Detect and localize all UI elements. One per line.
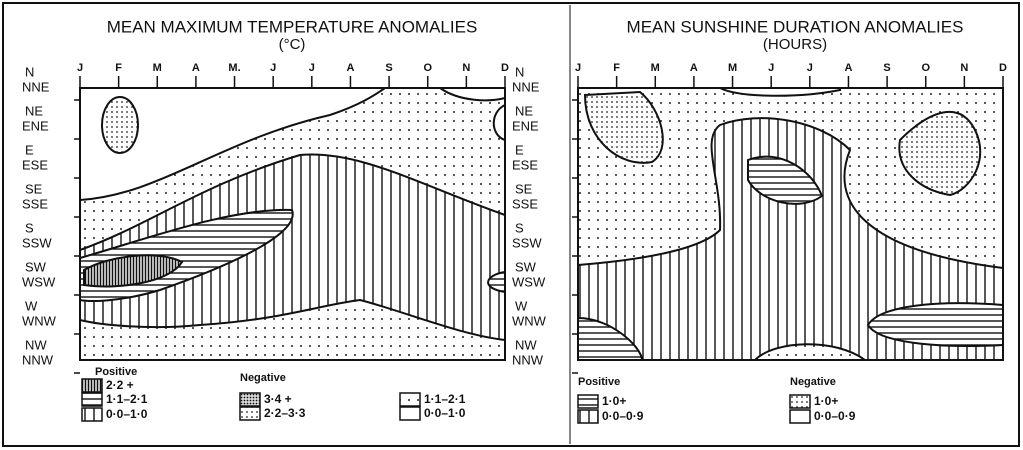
direction-label: SSW bbox=[22, 235, 52, 250]
legend-title: Positive bbox=[95, 366, 137, 378]
direction-label: ENE bbox=[512, 118, 539, 133]
month-label: J bbox=[77, 62, 83, 74]
sunshine-contours bbox=[577, 87, 1004, 361]
direction-label: E bbox=[25, 142, 34, 157]
month-label: A bbox=[690, 62, 698, 74]
legend-swatch bbox=[239, 406, 261, 421]
direction-label: N bbox=[25, 64, 34, 79]
month-label: M bbox=[651, 62, 660, 74]
legend-label: 1·0+ bbox=[602, 394, 626, 408]
month-label: D bbox=[999, 62, 1007, 74]
legend-label: 1·0+ bbox=[814, 394, 838, 408]
direction-label: SSE bbox=[22, 196, 48, 211]
panel-unit: (°C) bbox=[279, 36, 306, 53]
panel-title: MEAN SUNSHINE DURATION ANOMALIES bbox=[627, 17, 964, 36]
legend-swatch bbox=[789, 409, 811, 424]
legend-title: Negative bbox=[790, 376, 836, 388]
direction-label: S bbox=[515, 220, 524, 235]
legend-title: Positive bbox=[578, 376, 620, 388]
panel-title: MEAN MAXIMUM TEMPERATURE ANOMALIES bbox=[107, 17, 478, 36]
direction-label: WNW bbox=[22, 313, 57, 328]
month-label: F bbox=[115, 62, 122, 74]
direction-label: NW bbox=[515, 337, 537, 352]
temperature-contours bbox=[79, 87, 506, 361]
direction-label: NE bbox=[515, 103, 533, 118]
month-label: J bbox=[309, 62, 315, 74]
month-label: S bbox=[385, 62, 392, 74]
direction-label: E bbox=[515, 142, 524, 157]
month-label: M. bbox=[228, 62, 240, 74]
direction-label: WNW bbox=[512, 313, 547, 328]
month-label: F bbox=[613, 62, 620, 74]
month-label: A bbox=[192, 62, 200, 74]
direction-label: SW bbox=[515, 259, 537, 274]
month-label: J bbox=[807, 62, 813, 74]
direction-label: ESE bbox=[22, 157, 48, 172]
legend-label: 0·0–0·9 bbox=[814, 409, 856, 423]
direction-label: N bbox=[515, 64, 524, 79]
direction-label: W bbox=[515, 298, 528, 313]
month-label: S bbox=[883, 62, 890, 74]
legend-label: 3·4 + bbox=[264, 392, 292, 406]
legend-label: 0·0–0·9 bbox=[602, 409, 644, 423]
month-label: O bbox=[921, 62, 930, 74]
legend-label: 2·2 + bbox=[106, 378, 134, 392]
month-label: J bbox=[575, 62, 581, 74]
direction-label: SW bbox=[25, 259, 47, 274]
generated: J F M A M. J J A S O N DNNNENEENEEESESESSESSSWSWWSW… bbox=[22, 5, 1007, 444]
direction-label: NNW bbox=[512, 352, 544, 367]
legend-label: 1·1–2·1 bbox=[106, 392, 148, 406]
direction-label: SSE bbox=[512, 196, 538, 211]
month-label: N bbox=[960, 62, 968, 74]
month-label: M bbox=[728, 62, 737, 74]
direction-label: SSW bbox=[512, 235, 542, 250]
direction-label: NW bbox=[25, 337, 47, 352]
legend-swatch bbox=[399, 392, 421, 407]
direction-label: ENE bbox=[22, 118, 49, 133]
direction-label: NNW bbox=[22, 352, 54, 367]
month-label: O bbox=[423, 62, 432, 74]
legend-label: 2·2–3·3 bbox=[264, 406, 306, 420]
legend-swatch bbox=[577, 394, 599, 409]
month-label: N bbox=[462, 62, 470, 74]
direction-label: WSW bbox=[512, 274, 546, 289]
legend-label: 1·1–2·1 bbox=[424, 392, 466, 406]
direction-label: SE bbox=[25, 181, 43, 196]
month-label: J bbox=[270, 62, 276, 74]
direction-label: NNE bbox=[512, 79, 540, 94]
legend-swatch bbox=[81, 378, 103, 393]
month-label: D bbox=[501, 62, 509, 74]
legend-swatch bbox=[577, 409, 599, 424]
month-label: A bbox=[346, 62, 354, 74]
month-label: A bbox=[844, 62, 852, 74]
legend-swatch bbox=[81, 392, 103, 407]
legend-title: Negative bbox=[240, 372, 286, 384]
direction-label: W bbox=[25, 298, 38, 313]
direction-label: SE bbox=[515, 181, 533, 196]
legend-label: 0·0–1·0 bbox=[106, 407, 148, 421]
direction-label: ESE bbox=[512, 157, 538, 172]
legend-swatch bbox=[789, 394, 811, 409]
direction-label: WSW bbox=[22, 274, 56, 289]
direction-label: NNE bbox=[22, 79, 50, 94]
direction-label: S bbox=[25, 220, 34, 235]
legend-swatch bbox=[399, 406, 421, 421]
direction-label: NE bbox=[25, 103, 43, 118]
month-label: M bbox=[153, 62, 162, 74]
panel-unit: (HOURS) bbox=[763, 36, 827, 53]
month-label: J bbox=[768, 62, 774, 74]
legend-swatch bbox=[239, 392, 261, 407]
legend-swatch bbox=[81, 407, 103, 422]
legend-label: 0·0–1·0 bbox=[424, 406, 466, 420]
